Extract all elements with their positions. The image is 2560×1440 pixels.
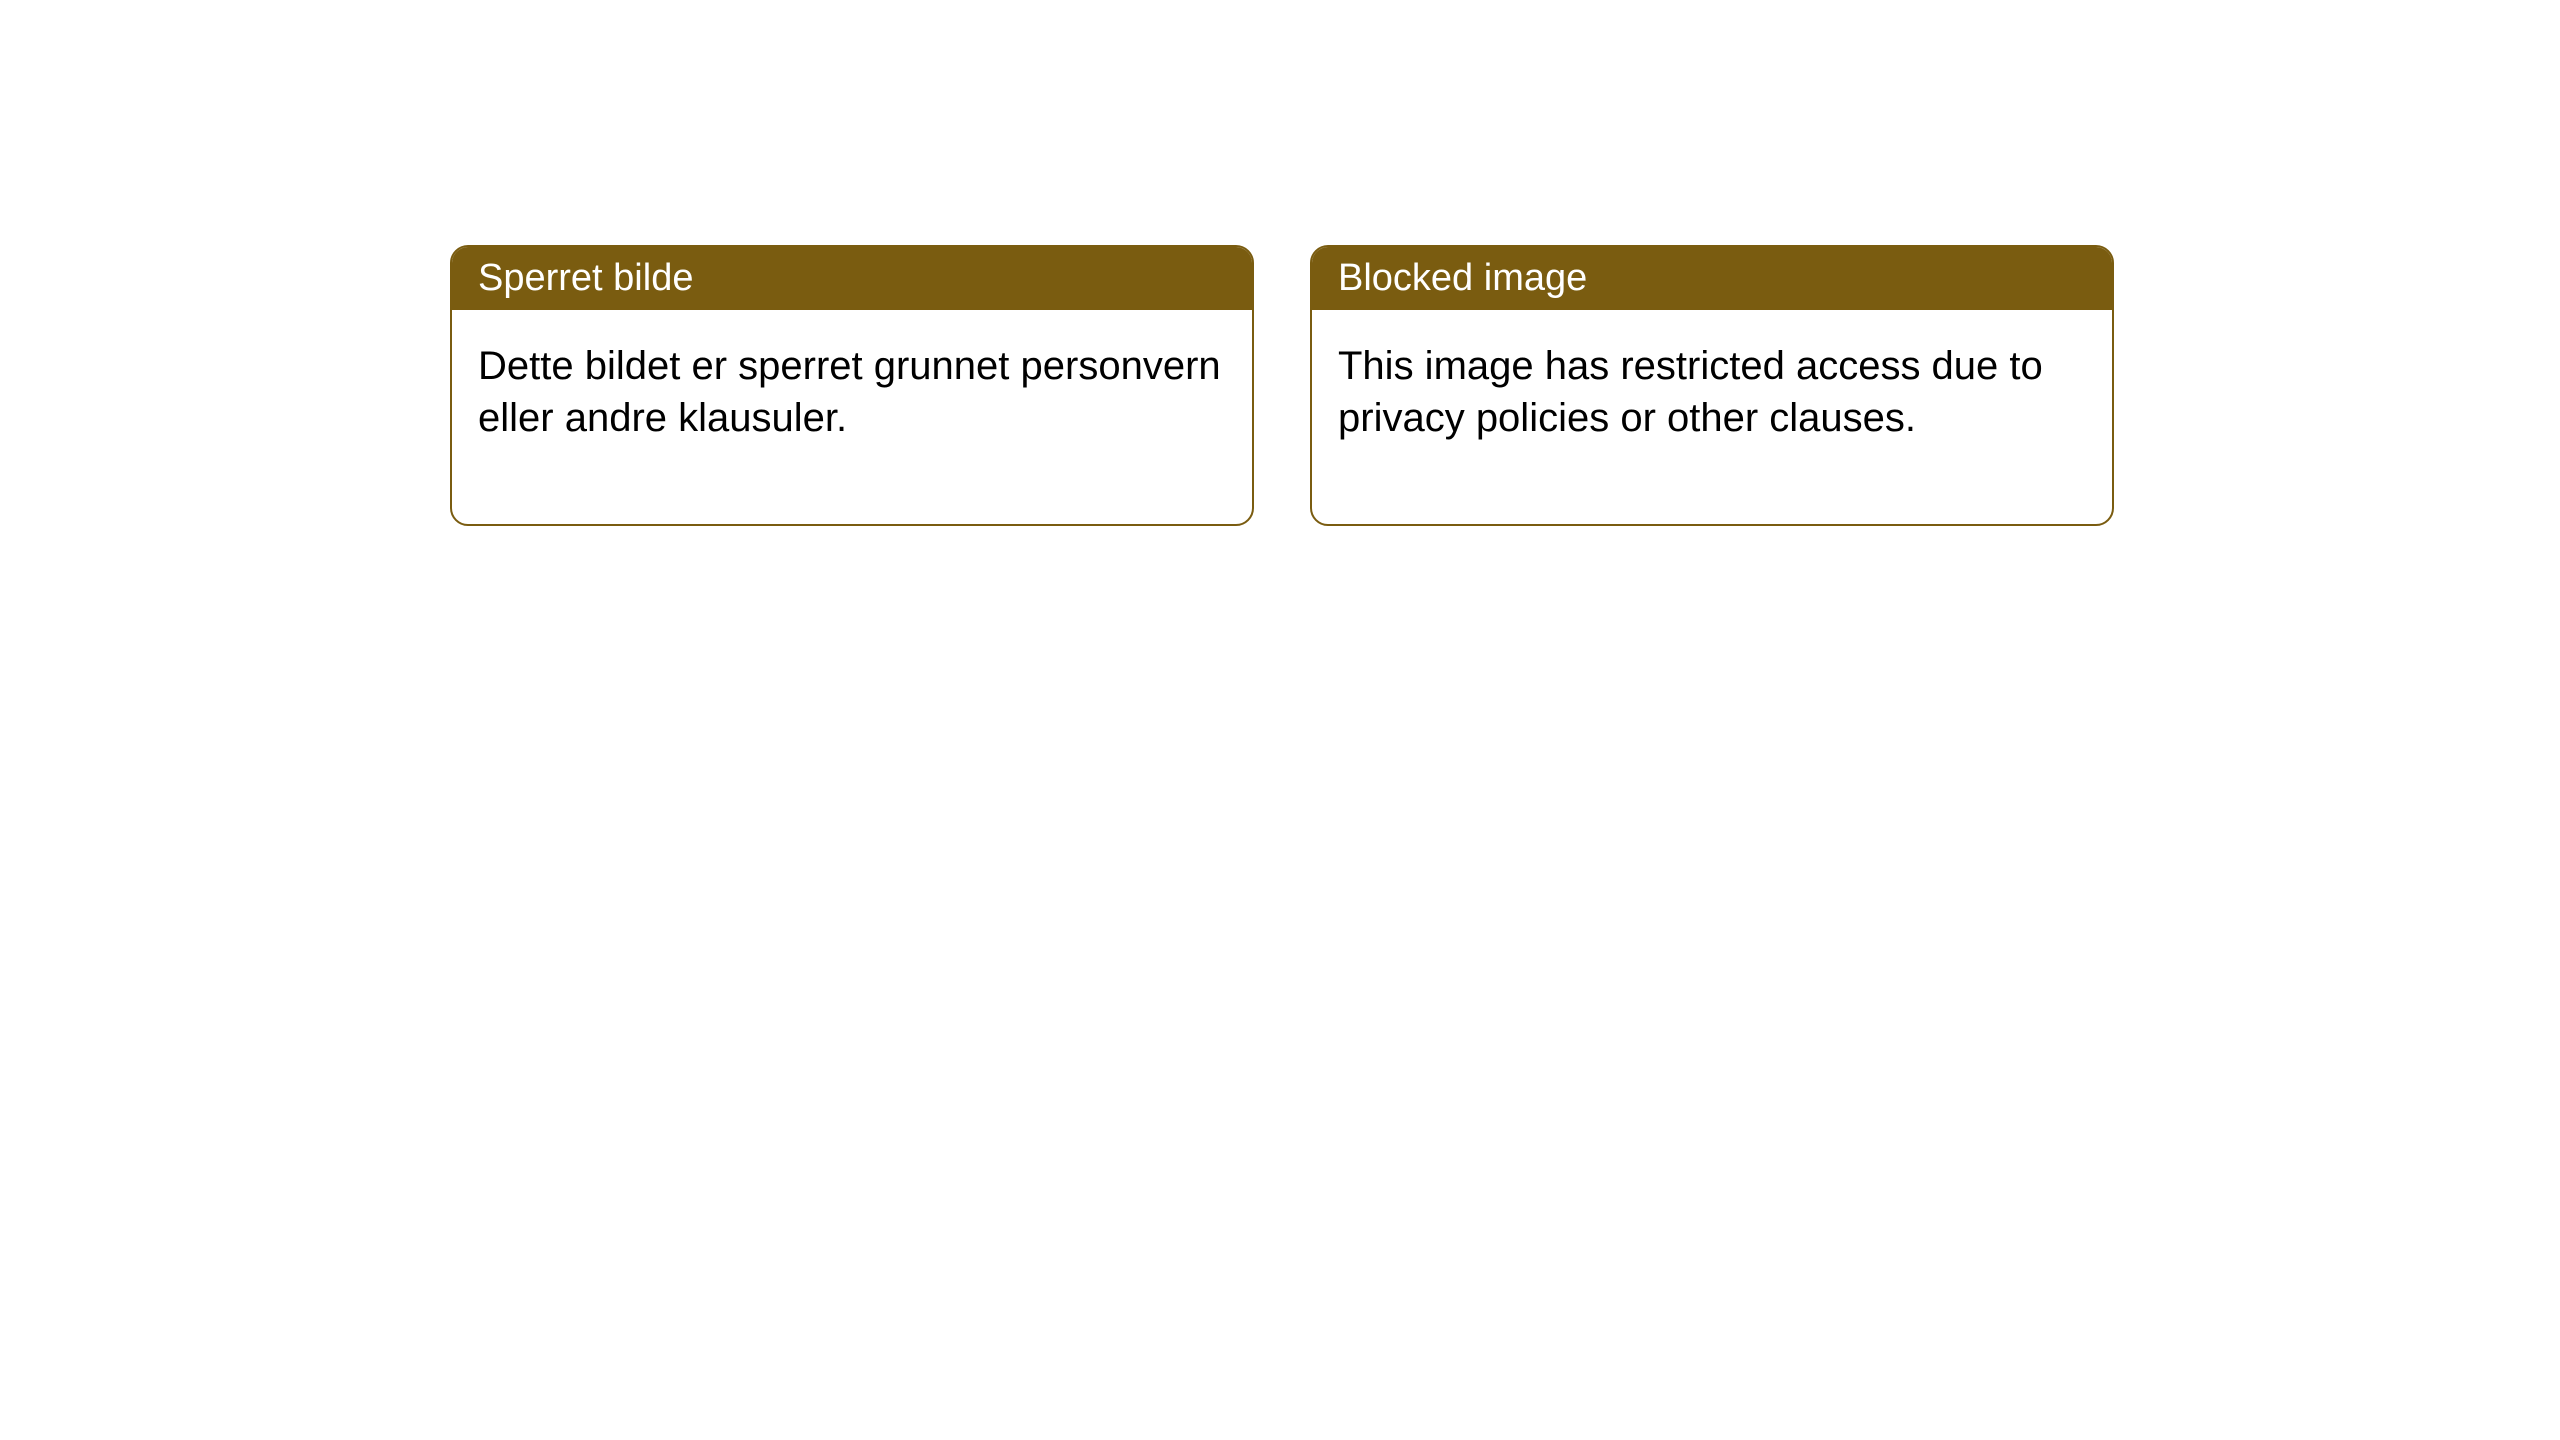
notice-title: Blocked image xyxy=(1338,257,1587,299)
notice-title: Sperret bilde xyxy=(478,257,693,299)
notice-container: Sperret bilde Dette bildet er sperret gr… xyxy=(450,245,2114,526)
notice-header: Sperret bilde xyxy=(452,247,1252,310)
notice-body-text: This image has restricted access due to … xyxy=(1338,344,2043,440)
notice-card-english: Blocked image This image has restricted … xyxy=(1310,245,2114,526)
notice-body: This image has restricted access due to … xyxy=(1312,310,2112,524)
notice-card-norwegian: Sperret bilde Dette bildet er sperret gr… xyxy=(450,245,1254,526)
notice-header: Blocked image xyxy=(1312,247,2112,310)
notice-body: Dette bildet er sperret grunnet personve… xyxy=(452,310,1252,524)
notice-body-text: Dette bildet er sperret grunnet personve… xyxy=(478,344,1221,440)
